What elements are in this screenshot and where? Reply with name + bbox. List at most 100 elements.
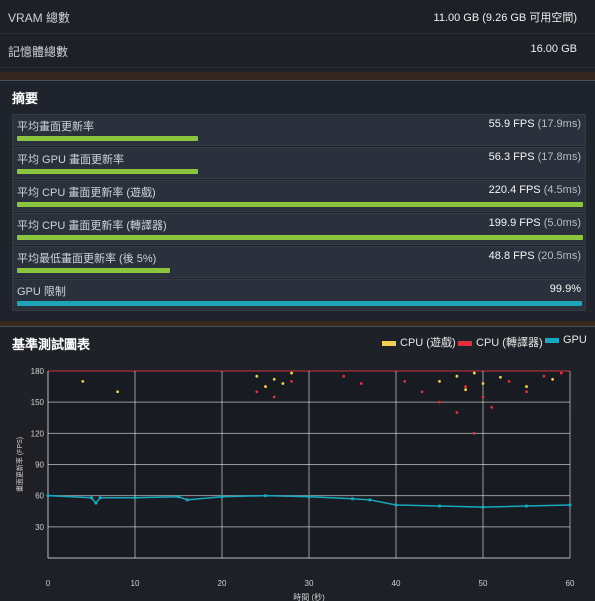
- summary-label: 平均最低畫面更新率 (後 5%): [17, 253, 157, 265]
- summary-row: 平均 CPU 畫面更新率 (遊戲) 220.4 FPS (4.5ms): [12, 180, 586, 212]
- series-point: [281, 382, 285, 385]
- series-point: [220, 495, 224, 499]
- summary-value: 48.8 FPS (20.5ms): [488, 250, 581, 262]
- series-point: [46, 494, 50, 498]
- summary-bar: [17, 268, 583, 273]
- series-point: [525, 390, 528, 394]
- series-point: [524, 504, 529, 508]
- y-tick-label: 90: [35, 461, 44, 470]
- series-point: [272, 377, 276, 381]
- series-point: [116, 390, 119, 394]
- graph-panel: 基準測試圖表 CPU (遊戲) CPU (轉譯器) GPU 30 60 90 120 1…: [0, 326, 595, 601]
- summary-row: 平均最低畫面更新率 (後 5%) 48.8 FPS (20.5ms): [12, 246, 586, 278]
- x-tick-label: 30: [305, 579, 314, 588]
- summary-bar: [17, 202, 583, 207]
- summary-bar-fill: [17, 268, 170, 273]
- series-point: [133, 496, 137, 500]
- legend-gpu: GPU: [545, 334, 587, 346]
- series-point: [542, 374, 546, 378]
- summary-bar-fill: [17, 136, 199, 141]
- series-point: [420, 390, 424, 394]
- summary-value: 55.9 FPS (17.9ms): [488, 118, 581, 130]
- summary-value: 99.9%: [549, 283, 581, 295]
- series-point: [472, 371, 476, 375]
- series-point: [185, 498, 189, 502]
- summary-bar: [17, 301, 583, 306]
- x-tick-label: 0: [46, 579, 51, 588]
- series-point: [455, 411, 459, 414]
- series-point: [551, 377, 554, 381]
- series-point: [455, 374, 459, 378]
- series-point: [307, 495, 311, 499]
- summary-bar: [17, 169, 583, 174]
- spec-value: 11.00 GB (9.26 GB 可用空間): [433, 12, 577, 24]
- series-point: [525, 385, 528, 388]
- series-point: [98, 496, 102, 500]
- series-point: [255, 390, 259, 394]
- legend-cpu-render: CPU (轉譯器): [458, 334, 543, 350]
- summary-bar-fill: [17, 202, 583, 207]
- series-point: [464, 385, 467, 388]
- series-point: [368, 498, 372, 502]
- series-point: [464, 388, 467, 392]
- y-tick-label: 150: [31, 398, 45, 407]
- summary-label: 平均畫面更新率: [17, 121, 94, 133]
- summary-bar-fill: [17, 301, 583, 306]
- summary-label: GPU 限制: [17, 286, 66, 298]
- legend-cpu-game: CPU (遊戲): [382, 334, 456, 350]
- summary-bar: [17, 235, 583, 240]
- x-tick-label: 50: [479, 579, 488, 588]
- series-point: [272, 395, 276, 399]
- summary-row: 平均 CPU 畫面更新率 (轉譯器) 199.9 FPS (5.0ms): [12, 213, 586, 245]
- legend-swatch: [382, 340, 396, 346]
- summary-value: 56.3 FPS (17.8ms): [488, 151, 581, 163]
- series-point: [89, 496, 94, 500]
- series-point: [255, 374, 259, 378]
- series-point: [290, 371, 293, 375]
- series-point: [342, 374, 346, 378]
- spec-row-memory: 記憶體總數 16.00 GB: [0, 34, 595, 68]
- series-point: [490, 405, 494, 409]
- x-axis-label: 時間 (秒): [293, 592, 325, 601]
- graph-title: 基準測試圖表: [12, 337, 91, 352]
- y-tick-label: 180: [31, 367, 45, 376]
- spec-row-vram: VRAM 總數 11.00 GB (9.26 GB 可用空間): [0, 0, 595, 34]
- series-point: [481, 505, 485, 509]
- summary-row: 平均 GPU 畫面更新率 56.3 FPS (17.8ms): [12, 147, 586, 179]
- x-tick-label: 20: [218, 579, 227, 588]
- series-point: [507, 379, 511, 383]
- series-point: [94, 501, 98, 505]
- summary-bar: [17, 136, 583, 141]
- summary-bar-fill: [17, 235, 583, 240]
- series-point: [290, 379, 293, 383]
- series-point: [394, 503, 398, 507]
- series-point: [359, 382, 363, 385]
- series-point: [438, 379, 441, 383]
- series-point: [438, 400, 441, 404]
- legend-swatch: [458, 340, 472, 346]
- summary-panel: 摘要 平均畫面更新率 55.9 FPS (17.9ms) 平均 GPU 畫面更新…: [0, 80, 595, 321]
- summary-title: 摘要: [12, 91, 39, 106]
- spec-label: VRAM 總數: [8, 11, 71, 25]
- series-point: [437, 504, 442, 508]
- y-tick-label: 30: [35, 523, 44, 532]
- series-point: [403, 379, 407, 383]
- summary-value: 220.4 FPS (4.5ms): [488, 184, 581, 196]
- y-axis-label: 畫面更新率 (FPS): [15, 437, 24, 492]
- benchmark-chart: 30 60 90 120 150 180 0 10 20 30 40 50 60 時間 (秒) 畫面更新率 …: [15, 367, 575, 601]
- summary-row: GPU 限制 99.9%: [12, 279, 586, 311]
- series-point: [264, 385, 267, 388]
- series-point: [472, 431, 476, 435]
- x-tick-label: 60: [566, 579, 575, 588]
- spec-label: 記憶體總數: [8, 45, 69, 59]
- series-point: [350, 497, 355, 501]
- series-point: [481, 382, 485, 385]
- summary-value: 199.9 FPS (5.0ms): [488, 217, 581, 229]
- y-tick-label: 120: [31, 429, 45, 438]
- series-point: [81, 379, 85, 383]
- series-point: [481, 395, 485, 399]
- series-point: [263, 494, 268, 498]
- summary-label: 平均 GPU 畫面更新率: [17, 154, 124, 166]
- summary-label: 平均 CPU 畫面更新率 (遊戲): [17, 187, 156, 199]
- legend-swatch: [545, 337, 559, 343]
